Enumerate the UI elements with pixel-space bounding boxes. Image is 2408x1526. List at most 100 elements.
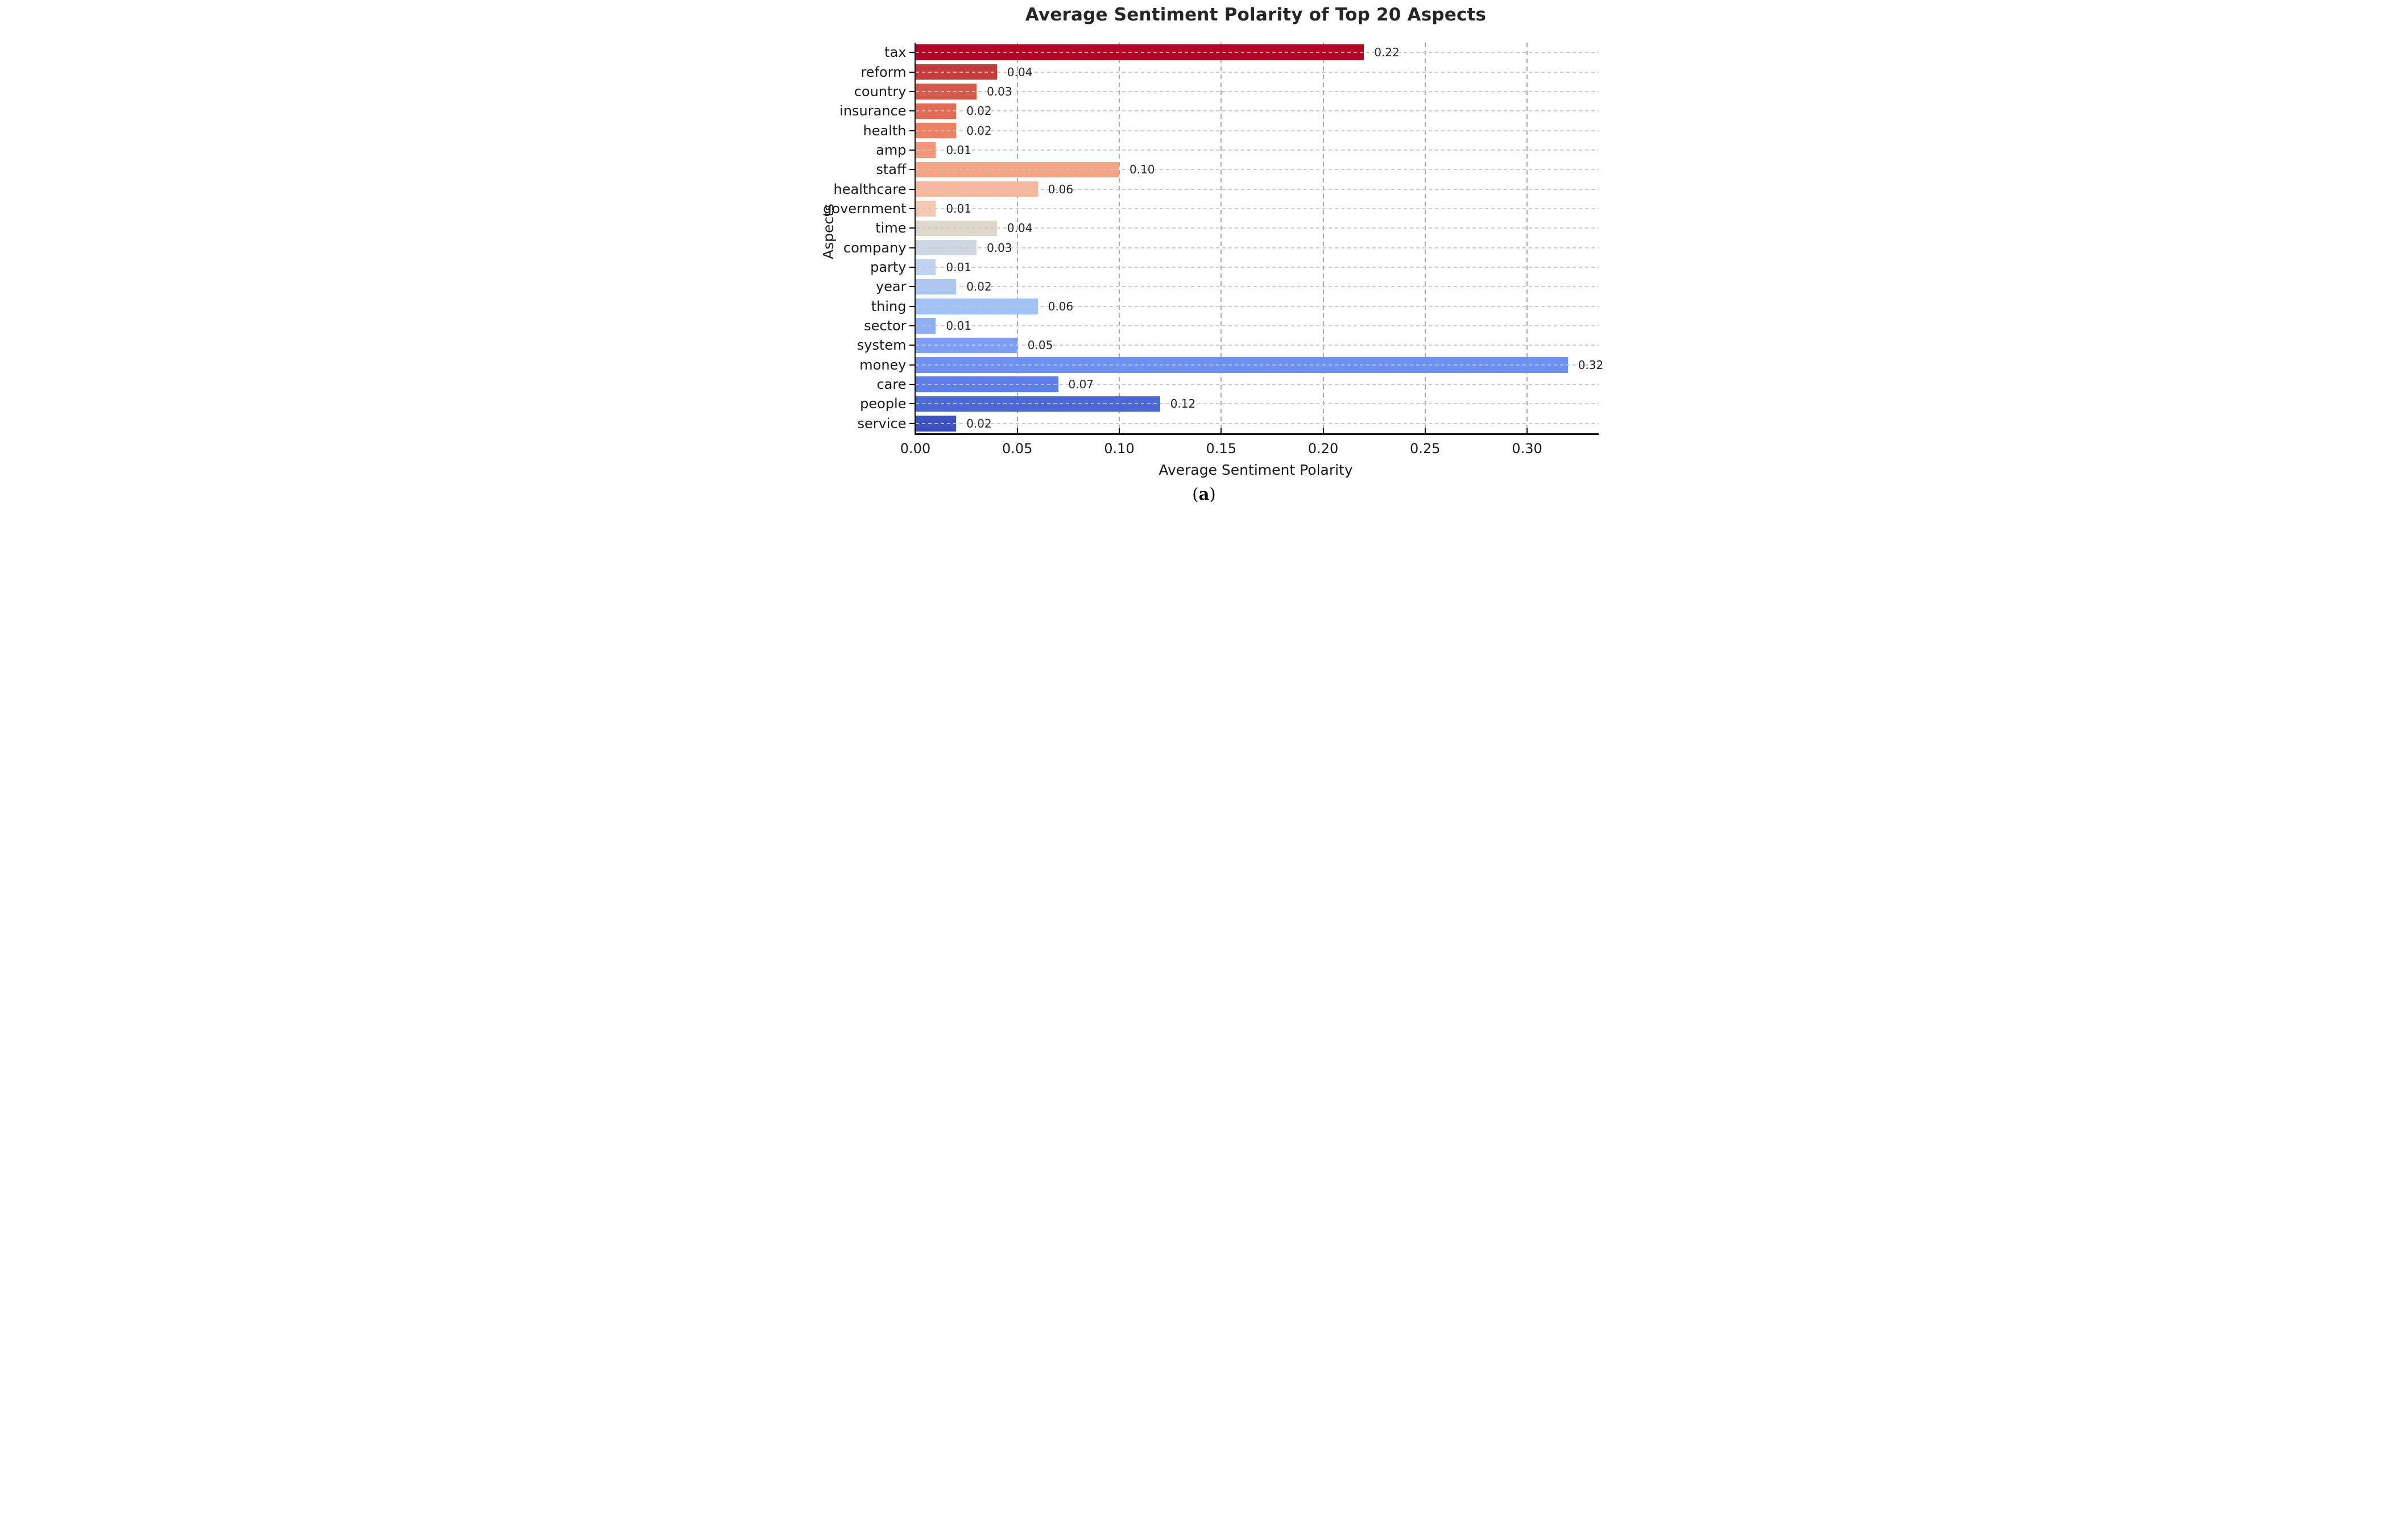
gridline-vertical [1526,43,1528,433]
gridline-vertical [1424,43,1426,433]
y-tick-mark [909,90,915,92]
x-tick-mark [1424,428,1426,433]
category-label: government [823,200,907,217]
value-label: 0.01 [946,260,971,275]
category-label: amp [876,142,907,158]
value-label: 0.02 [966,123,992,138]
category-label: reform [860,64,907,80]
gridline-horizontal [915,130,1599,131]
y-tick-mark [909,71,915,73]
chart-title: Average Sentiment Polarity of Top 20 Asp… [1025,5,1487,25]
y-tick-mark [909,188,915,190]
category-label: company [843,239,907,256]
value-label: 0.32 [1578,358,1604,372]
caption-paren-open: ( [1192,484,1199,504]
gridline-horizontal [915,267,1599,268]
x-tick-label: 0.20 [1308,441,1339,457]
value-label: 0.22 [1374,45,1400,60]
category-label: year [875,279,907,295]
gridline-horizontal [915,384,1599,385]
y-tick-mark [909,305,915,307]
category-label: health [863,122,907,139]
x-tick-mark [915,428,916,433]
value-label: 0.01 [946,143,971,157]
value-label: 0.04 [1007,221,1033,235]
gridline-horizontal [915,110,1599,112]
y-tick-mark [909,227,915,229]
gridline-horizontal [915,364,1599,366]
y-tick-mark [909,384,915,385]
gridline-horizontal [915,169,1599,171]
y-tick-mark [909,149,915,151]
y-tick-mark [909,403,915,405]
x-tick-label: 0.00 [900,441,931,457]
y-tick-mark [909,208,915,209]
gridline-horizontal [915,286,1599,288]
y-tick-mark [909,422,915,424]
x-tick-mark [1526,428,1528,433]
figure: Average Sentiment Polarity of Top 20 Asp… [802,0,1606,509]
category-label: sector [864,318,907,334]
category-label: insurance [839,103,907,119]
x-tick-label: 0.05 [1002,441,1033,457]
value-label: 0.06 [1048,299,1074,313]
category-label: service [857,415,907,432]
value-label: 0.02 [966,416,992,430]
value-label: 0.07 [1068,378,1094,392]
gridline-horizontal [915,149,1599,151]
y-tick-mark [909,169,915,171]
y-tick-mark [909,267,915,268]
value-label: 0.01 [946,319,971,333]
x-tick-label: 0.25 [1410,441,1441,457]
category-label: country [854,83,907,99]
plot-area: 0.00 0.05 0.10 0.15 0.20 0.25 0.30 tax 0.22 refor… [823,43,1603,457]
x-tick-label: 0.15 [1206,441,1236,457]
gridline-horizontal [915,345,1599,346]
y-tick-mark [909,286,915,288]
x-tick-mark [1220,428,1222,433]
category-label: care [876,376,907,393]
gridline-horizontal [915,422,1599,424]
x-tick-mark [1119,428,1120,433]
value-label: 0.05 [1027,338,1053,353]
gridline-horizontal [915,52,1599,53]
category-label: time [875,220,907,237]
gridline-horizontal [915,188,1599,190]
caption-paren-close: ) [1209,484,1216,504]
y-tick-mark [909,130,915,131]
value-label: 0.03 [987,84,1012,98]
category-label: tax [884,44,907,61]
gridline-vertical [1322,43,1324,433]
value-label: 0.01 [946,201,971,215]
x-tick-mark [1322,428,1324,433]
category-label: thing [871,298,907,314]
gridline-horizontal [915,403,1599,405]
value-label: 0.02 [966,104,992,118]
gridline-horizontal [915,90,1599,92]
caption-letter: a [1198,484,1210,504]
value-label: 0.12 [1170,397,1196,411]
x-tick-mark [1016,428,1018,433]
gridline-horizontal [915,325,1599,327]
gridline-vertical [1119,43,1120,433]
y-tick-mark [909,364,915,366]
gridline-vertical [1220,43,1222,433]
x-axis-label: Average Sentiment Polarity [1159,462,1353,478]
gridline-horizontal [915,71,1599,73]
value-label: 0.03 [987,240,1012,255]
y-tick-mark [909,110,915,112]
category-label: system [857,337,907,354]
value-label: 0.10 [1129,163,1155,177]
figure-caption: (a) [803,484,1606,504]
y-tick-mark [909,325,915,327]
y-tick-mark [909,247,915,248]
y-tick-mark [909,345,915,346]
y-tick-mark [909,52,915,53]
x-tick-label: 0.30 [1512,441,1542,457]
value-label: 0.06 [1048,182,1074,196]
gridline-horizontal [915,305,1599,307]
category-label: money [859,356,907,373]
value-label: 0.04 [1007,65,1033,79]
gridline-horizontal [915,208,1599,209]
category-label: healthcare [833,181,907,197]
